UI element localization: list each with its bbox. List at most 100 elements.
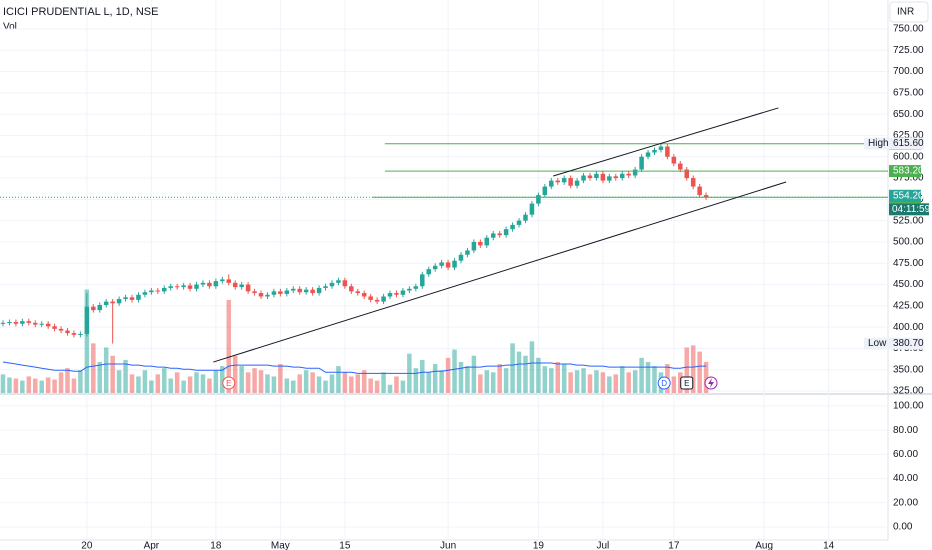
candle-body: [400, 290, 406, 295]
volume-bar: [13, 378, 19, 393]
volume-bar: [123, 359, 128, 393]
candle-body: [645, 152, 651, 157]
volume-bar: [490, 372, 496, 393]
volume-bar: [561, 364, 567, 393]
candle-body: [639, 156, 644, 170]
y-tick-label: 600.00: [893, 151, 924, 162]
candle-body: [361, 293, 367, 297]
candle-body: [471, 241, 477, 251]
candle-body: [452, 260, 457, 268]
volume-ma-line: [2, 361, 707, 374]
y-tick-label: 575.00: [893, 173, 924, 184]
high-value: 615.60: [893, 138, 924, 149]
high-text: High: [868, 138, 889, 149]
volume-bar: [65, 368, 70, 393]
volume-bar: [420, 359, 425, 393]
y2-tick-label: 20.00: [893, 497, 918, 508]
candle-body: [7, 322, 12, 324]
volume-bar: [355, 374, 361, 393]
volume-bar: [45, 377, 51, 393]
volume-bar: [39, 380, 44, 393]
volume-bar: [503, 368, 509, 393]
candle-body: [529, 203, 535, 215]
volume-bar: [297, 374, 302, 393]
y2-tick-label: 80.00: [893, 425, 918, 436]
y-tick-label: 325.00: [893, 386, 924, 397]
candle-body: [349, 286, 354, 292]
candle-body: [503, 229, 509, 236]
volume-bar: [155, 374, 161, 393]
candle-body: [110, 301, 115, 304]
candle-body: [626, 173, 631, 176]
candle-body: [368, 296, 373, 300]
chart-title: ICICI PRUDENTIAL L, 1D, NSE: [3, 6, 158, 18]
volume-bar: [516, 351, 522, 393]
event-label: E: [684, 379, 689, 388]
candle-body: [613, 176, 619, 179]
y-tick-label: 525.00: [893, 215, 924, 226]
candle-body: [278, 291, 283, 294]
volume-bar: [349, 376, 354, 393]
volume-bar: [239, 366, 244, 393]
volume-bar: [329, 374, 335, 393]
volume-bar: [478, 374, 483, 393]
y-tick-label: 650.00: [893, 109, 924, 120]
y2-tick-label: 0.00: [893, 522, 913, 533]
event-icon: [657, 376, 671, 390]
candle-body: [665, 146, 670, 157]
volume-bar: [174, 372, 180, 393]
candle-body: [45, 323, 51, 327]
volume-bar: [471, 355, 477, 393]
volume-bar: [213, 370, 219, 393]
candle-body: [536, 195, 541, 204]
event-icon: [680, 376, 694, 390]
candle-body: [239, 284, 244, 288]
y-tick-label: 750.00: [893, 24, 924, 35]
volume-bar: [697, 351, 702, 393]
candle-body: [678, 163, 683, 170]
volume-bar: [194, 372, 199, 393]
price-tag-label: 554.20: [893, 190, 924, 201]
volume-bar: [252, 368, 257, 393]
volume-bar: [336, 366, 341, 393]
candle-body: [207, 282, 212, 287]
volume-bar: [607, 376, 612, 393]
candle-body: [458, 254, 464, 261]
level-label: 583.20: [893, 166, 924, 177]
volume-bar: [310, 372, 315, 393]
volume-bar: [452, 349, 457, 393]
candle-body: [697, 186, 702, 196]
candle-body: [168, 286, 173, 288]
volume-bar: [78, 370, 83, 393]
volume-bar: [465, 366, 470, 393]
volume-bar: [510, 343, 515, 393]
candle-body: [432, 265, 438, 270]
candle-body: [39, 323, 44, 325]
volume-bar: [226, 299, 232, 393]
volume-bar: [374, 380, 380, 393]
candle-body: [342, 280, 348, 287]
candle-body: [323, 286, 328, 288]
volume-bar: [361, 370, 367, 393]
candle-body: [555, 180, 560, 183]
volume-bar: [703, 361, 709, 393]
volume-bar: [613, 374, 619, 393]
candle-body: [116, 299, 122, 304]
volume-bar: [316, 376, 322, 393]
candle-body: [284, 290, 290, 294]
volume-bar: [574, 370, 580, 393]
volume-bar: [200, 374, 206, 393]
candle-body: [394, 293, 399, 295]
x-tick-label: 19: [533, 541, 545, 550]
price-tag: [889, 189, 921, 202]
x-tick-label: Jun: [440, 541, 456, 550]
candle-body: [26, 321, 32, 323]
volume-bar: [97, 361, 103, 393]
candle-body: [619, 173, 625, 179]
candle-body: [303, 289, 309, 293]
currency-box[interactable]: [889, 1, 929, 23]
y-tick-label: 625.00: [893, 130, 924, 141]
volume-bar: [110, 355, 115, 393]
volume-bar: [432, 364, 438, 393]
x-tick-label: 20: [81, 541, 93, 550]
